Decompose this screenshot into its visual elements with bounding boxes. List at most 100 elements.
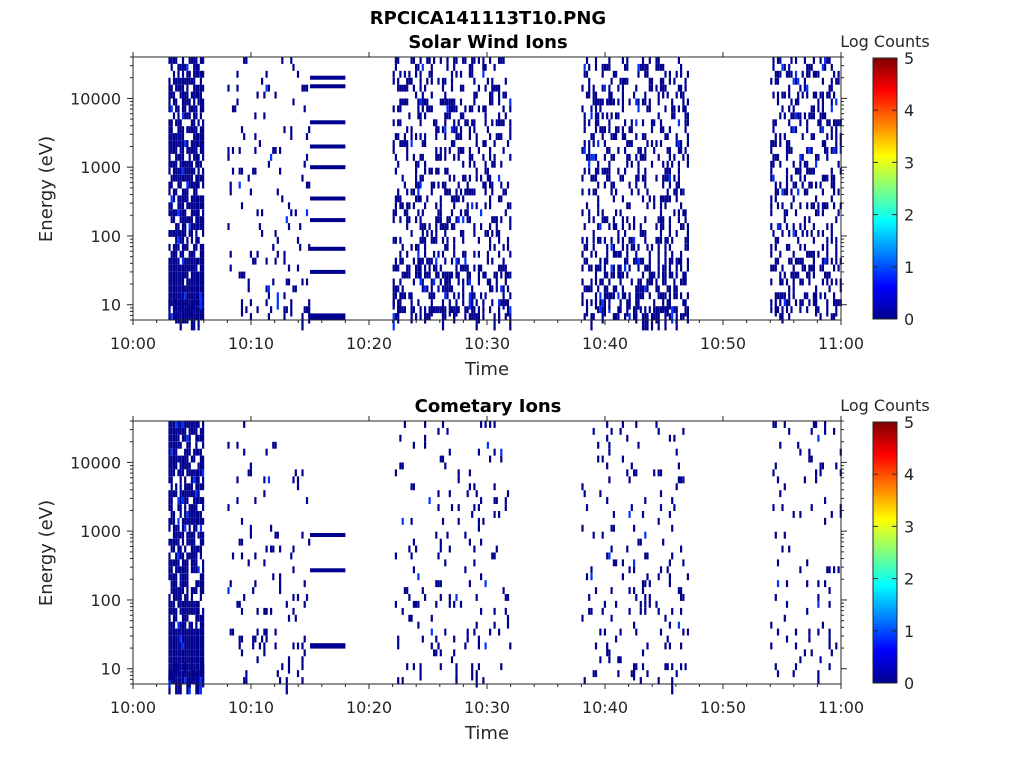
spectrogram-cell: [179, 600, 182, 608]
spectrogram-cell: [788, 292, 791, 300]
x-tick-label: 10:30: [464, 698, 510, 717]
spectrogram-cell: [437, 167, 440, 175]
spectrogram-cell: [808, 70, 811, 78]
spectrogram-cell: [644, 174, 647, 182]
spectrogram-cell: [256, 91, 259, 99]
spectrogram-cell: [657, 264, 660, 272]
spectrogram-cell: [279, 167, 282, 175]
spectrogram-cell: [662, 160, 665, 168]
spectrogram-cell: [644, 313, 647, 331]
figure-title: RPCICA141113T10.PNG: [370, 8, 606, 29]
spectrogram-cell: [195, 656, 198, 664]
spectrogram-cell: [471, 70, 474, 78]
spectrogram-cell: [301, 656, 304, 664]
spectrogram-cell: [172, 140, 176, 147]
spectrogram-cell: [608, 167, 611, 175]
spectrogram-cell: [168, 649, 171, 657]
spectrogram-cell: [283, 250, 286, 258]
spectrogram-cell: [181, 299, 185, 317]
spectrogram-cell: [303, 635, 306, 643]
spectrogram-cell: [296, 476, 300, 484]
spectrogram-cell: [686, 306, 689, 324]
spectrogram-cell: [421, 209, 424, 217]
spectrogram-cell: [392, 278, 395, 286]
spectrogram-cell: [177, 278, 180, 286]
spectrogram-cell: [502, 285, 505, 293]
spectrogram-cell: [170, 545, 173, 553]
spectrogram-cell: [484, 271, 487, 279]
spectrogram-cell: [254, 635, 257, 643]
spectrogram-cell: [172, 441, 176, 449]
spectrogram-cell: [172, 455, 176, 463]
spectrogram-cell: [435, 580, 438, 588]
spectrogram-cell: [408, 594, 411, 601]
spectrogram-cell: [794, 209, 798, 217]
spectrogram-cell: [202, 299, 205, 307]
spectrogram-cell: [188, 607, 191, 615]
spectrogram-cell: [657, 57, 660, 64]
spectrogram-cell: [410, 292, 413, 300]
spectrogram-cell: [776, 257, 780, 265]
spectrogram-cell: [637, 292, 640, 310]
spectrogram-cell: [168, 202, 171, 210]
spectrogram-cell: [653, 469, 656, 477]
spectrogram-cell: [439, 195, 442, 203]
spectrogram-cell: [817, 70, 820, 78]
spectrogram-cell: [459, 112, 463, 120]
spectrogram-cell: [195, 84, 198, 92]
spectrogram-cell: [770, 174, 773, 182]
spectrogram-cell: [410, 299, 413, 317]
spectrogram-cell: [433, 181, 436, 189]
spectrogram-cell: [617, 98, 620, 106]
spectrogram-cell: [821, 105, 824, 113]
spectrogram-cell: [482, 70, 485, 78]
spectrogram-cell: [810, 63, 813, 71]
spectrogram-cell: [588, 147, 591, 154]
spectrogram-cell: [428, 271, 431, 279]
spectrogram-cell: [821, 257, 824, 265]
spectrogram-cell: [428, 313, 431, 320]
spectrogram-cell: [202, 649, 205, 657]
spectrogram-cell: [785, 153, 789, 161]
spectrogram-cell: [779, 223, 782, 230]
spectrogram-cell: [594, 98, 598, 106]
spectrogram-cell: [276, 250, 279, 258]
spectrogram-cell: [444, 292, 447, 300]
spectrogram-cell: [819, 292, 822, 300]
spectrogram-cell: [821, 462, 824, 470]
spectrogram-cell: [671, 306, 674, 324]
spectrogram-cell: [202, 243, 205, 251]
spectrogram-cell: [170, 202, 173, 210]
spectrogram-cell: [177, 153, 180, 161]
spectrogram-cell: [227, 153, 230, 161]
spectrogram-cell: [175, 490, 178, 498]
spectrogram-cell: [491, 230, 494, 237]
spectrogram-cell: [236, 497, 239, 504]
spectrogram-cell: [394, 202, 397, 210]
spectrogram-cell: [824, 202, 827, 210]
spectrogram-cell: [188, 313, 191, 320]
spectrogram-cell: [197, 635, 200, 643]
spectrogram-cell: [190, 531, 193, 539]
spectrogram-cell: [190, 250, 193, 258]
spectrogram-cell: [837, 188, 840, 196]
spectrogram-cell: [435, 236, 438, 244]
spectrogram-cell: [254, 257, 257, 265]
spectrogram-cell: [197, 434, 200, 442]
spectrogram-cell: [444, 628, 447, 636]
spectrogram-cell: [677, 84, 680, 92]
spectrogram-cell: [184, 264, 187, 272]
spectrogram-cell: [466, 278, 469, 286]
spectrogram-cell: [671, 677, 674, 695]
spectrogram-cell: [830, 511, 833, 518]
spectrogram-cell: [197, 497, 200, 504]
spectrogram-cell: [426, 257, 429, 265]
spectrogram-cell: [175, 538, 178, 546]
spectrogram-cell: [408, 545, 411, 553]
spectrogram-cell: [808, 299, 811, 307]
y-tick-label: 1000: [80, 522, 121, 541]
spectrogram-cell: [179, 202, 182, 210]
spectrogram-cell: [824, 271, 827, 279]
spectrogram-cell: [179, 642, 182, 650]
spectrogram-cell: [799, 160, 802, 168]
